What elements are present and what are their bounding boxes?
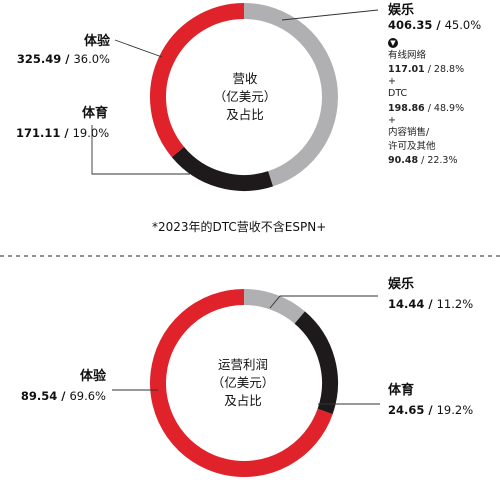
revenue-title-line-1: 营收 bbox=[232, 71, 258, 86]
revenue-sports-name: 体育 bbox=[81, 106, 108, 121]
revenue-leader-experiences bbox=[114, 39, 163, 58]
revenue-label-experiences: 体验 325.49 / 36.0% bbox=[16, 34, 110, 67]
revenue-entertainment-name: 娱乐 bbox=[388, 3, 415, 18]
breakdown-cable-value: 117.01 / 28.8% bbox=[388, 64, 465, 75]
revenue-experiences-value: 325.49 / 36.0% bbox=[16, 52, 110, 66]
revenue-slice-entertainment bbox=[243, 3, 338, 187]
income-experiences-name: 体验 bbox=[79, 369, 106, 384]
revenue-donut-title: 营收 （亿美元） 及占比 bbox=[195, 70, 295, 124]
income-sports-value: 24.65 / 19.2% bbox=[388, 403, 474, 417]
leader-lines bbox=[91, 9, 380, 405]
income-title-line-2: （亿美元） bbox=[211, 375, 275, 390]
plus-sign: + bbox=[388, 76, 396, 87]
income-title-line-3: 及占比 bbox=[224, 393, 262, 408]
revenue-leader-sports bbox=[91, 125, 190, 175]
revenue-sports-value: 171.11 / 19.0% bbox=[16, 126, 110, 140]
plus-sign: + bbox=[388, 115, 396, 126]
breakdown-content-name-line-2: 许可及其他 bbox=[388, 141, 436, 152]
breakdown-dtc-value: 198.86 / 48.9% bbox=[388, 103, 465, 114]
income-label-experiences: 体验 89.54 / 69.6% bbox=[14, 369, 106, 404]
income-sports-name: 体育 bbox=[388, 383, 415, 398]
breakdown-content-value: 90.48 / 22.3% bbox=[388, 155, 458, 166]
income-experiences-value: 89.54 / 69.6% bbox=[20, 389, 106, 403]
revenue-entertainment-value: 406.35 / 45.0% bbox=[388, 18, 482, 32]
revenue-title-line-2: （亿美元） bbox=[213, 89, 277, 104]
breakdown-content-name-line-1: 内容销售/ bbox=[388, 127, 430, 138]
income-slice-sports bbox=[294, 311, 338, 415]
revenue-donut bbox=[150, 3, 338, 191]
chevron-down-icon: ▼ bbox=[388, 34, 481, 48]
revenue-label-entertainment: 娱乐 406.35 / 45.0% ▼ 有线网络 117.01 / 28.8% … bbox=[388, 4, 481, 167]
entertainment-breakdown: 有线网络 117.01 / 28.8% + DTC 198.86 / 48.9%… bbox=[388, 50, 481, 167]
footnote: *2023年的DTC营收不含ESPN+ bbox=[152, 220, 327, 234]
breakdown-dtc-name: DTC bbox=[388, 88, 408, 99]
income-title-line-1: 运营利润 bbox=[217, 357, 268, 372]
income-entertainment-name: 娱乐 bbox=[388, 277, 415, 292]
income-leader-entertainment bbox=[269, 295, 378, 309]
income-slice-experiences bbox=[150, 289, 333, 477]
operating-income-donut bbox=[150, 289, 338, 477]
income-label-entertainment: 娱乐 14.44 / 11.2% bbox=[388, 277, 474, 312]
income-label-sports: 体育 24.65 / 19.2% bbox=[388, 383, 474, 418]
breakdown-cable-name: 有线网络 bbox=[388, 50, 427, 61]
revenue-title-line-3: 及占比 bbox=[226, 107, 264, 122]
revenue-experiences-name: 体验 bbox=[83, 34, 110, 49]
income-slice-entertainment bbox=[243, 289, 305, 324]
revenue-slice-sports bbox=[171, 146, 274, 191]
income-entertainment-value: 14.44 / 11.2% bbox=[388, 297, 474, 311]
revenue-label-sports: 体育 171.11 / 19.0% bbox=[16, 106, 110, 141]
income-donut-title: 运营利润 （亿美元） 及占比 bbox=[188, 356, 298, 410]
revenue-slice-experiences bbox=[150, 3, 245, 158]
revenue-leader-entertainment bbox=[281, 9, 379, 21]
